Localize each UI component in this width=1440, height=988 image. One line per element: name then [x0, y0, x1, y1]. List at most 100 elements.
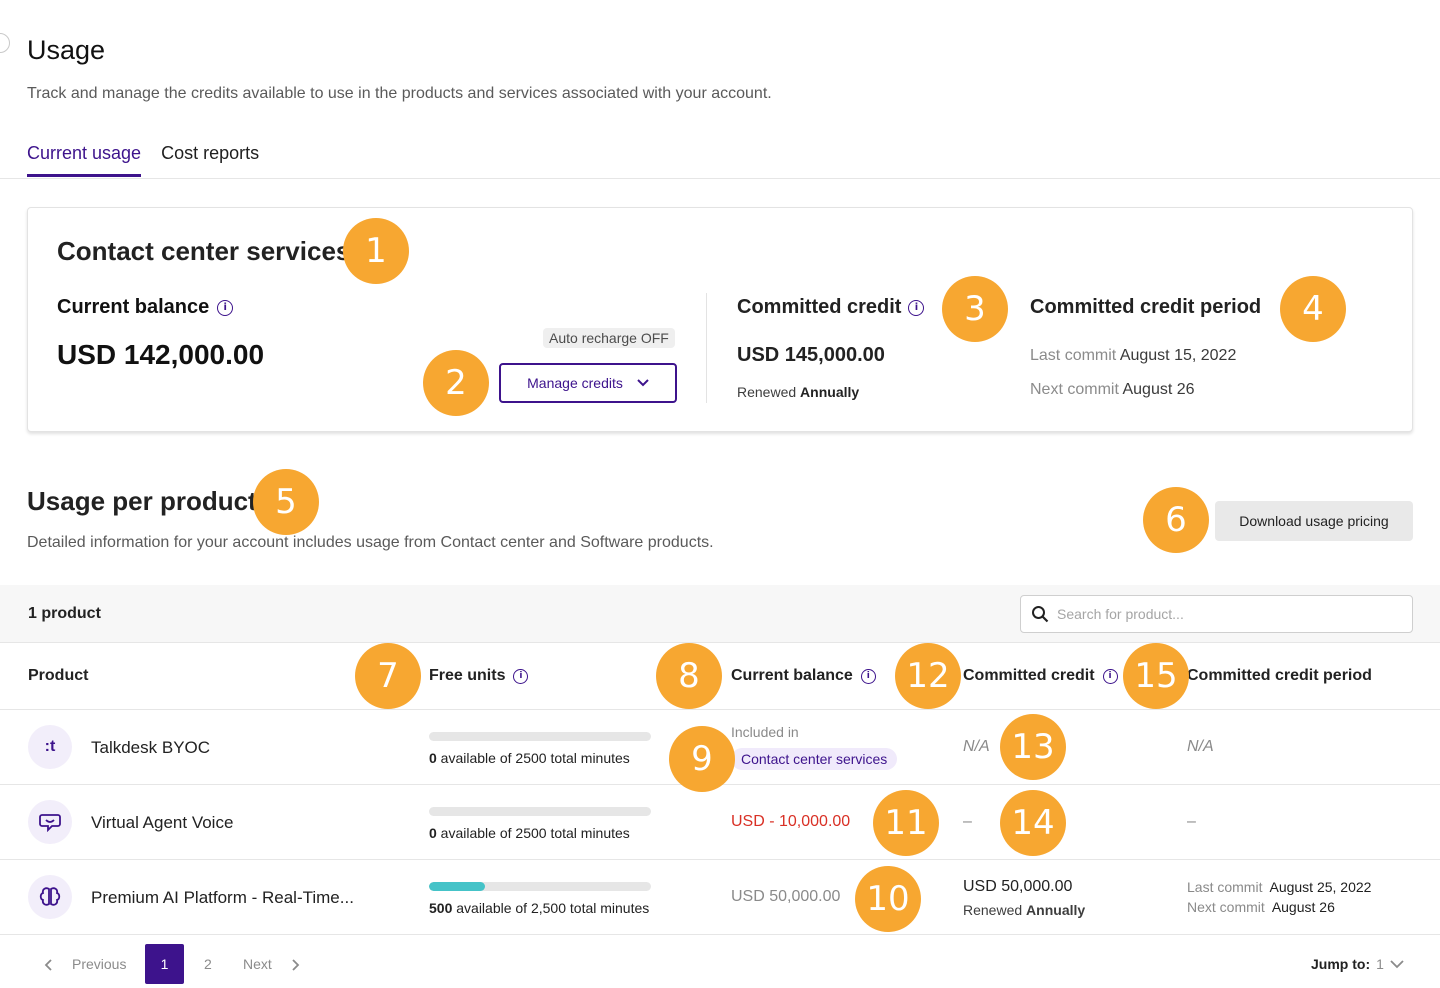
- free-units-text: 500 available of 2,500 total minutes: [429, 900, 649, 916]
- table-row[interactable]: Virtual Agent Voice 0 available of 2500 …: [0, 785, 1440, 860]
- tabs-divider: [0, 178, 1440, 179]
- edge-circle: [0, 33, 10, 53]
- free-available: 500: [429, 900, 453, 916]
- annotation-marker: 10: [855, 866, 921, 932]
- current-balance-value: USD 142,000.00: [57, 339, 265, 370]
- search-box[interactable]: [1020, 595, 1413, 633]
- chat-bubble-icon: [28, 800, 72, 844]
- last-commit: Last commit August 25, 2022: [1187, 879, 1371, 895]
- next-commit-label: Next commit: [1187, 899, 1265, 915]
- product-name: Premium AI Platform - Real-Time...: [91, 888, 354, 907]
- committed-period-cell: –: [1187, 813, 1196, 830]
- card-title: Contact center services: [57, 236, 351, 266]
- col-product: Product: [28, 667, 89, 684]
- committed-period-cell: N/A: [1187, 738, 1214, 755]
- next-page-button[interactable]: Next: [243, 956, 272, 972]
- manage-credits-label: Manage credits: [527, 375, 623, 391]
- jump-to[interactable]: Jump to: 1: [1311, 956, 1404, 972]
- next-commit: Next commit August 26: [1187, 899, 1335, 915]
- free-rest: available of 2,500 total minutes: [452, 900, 650, 916]
- annotation-marker: 2: [423, 350, 489, 416]
- renewed-value: Annually: [800, 384, 860, 400]
- product-name: Virtual Agent Voice: [91, 813, 234, 832]
- free-rest: available of 2500 total minutes: [436, 825, 630, 841]
- section-description: Detailed information for your account in…: [27, 534, 714, 551]
- committed-credit-label-text: Committed credit: [737, 296, 902, 318]
- included-in-label: Included in: [731, 724, 799, 740]
- table-row[interactable]: Premium AI Platform - Real-Time... 500 a…: [0, 860, 1440, 935]
- info-icon[interactable]: i: [217, 299, 234, 316]
- annotation-marker: 3: [942, 276, 1008, 342]
- free-units-text: 0 available of 2500 total minutes: [429, 750, 630, 766]
- info-icon[interactable]: i: [1102, 668, 1118, 684]
- col-free-units: Free units i: [429, 667, 529, 685]
- previous-page-button[interactable]: Previous: [72, 956, 127, 972]
- renewal-info: Renewed Annually: [963, 902, 1085, 918]
- annotation-marker: 7: [355, 643, 421, 709]
- last-commit-label: Last commit: [1030, 347, 1117, 364]
- annotation-marker: 13: [1000, 714, 1066, 780]
- pagination: Previous 1 2 Next Jump to: 1: [0, 936, 1440, 988]
- last-commit-label: Last commit: [1187, 879, 1263, 895]
- jump-to-value[interactable]: 1: [1376, 956, 1384, 972]
- free-units-text: 0 available of 2500 total minutes: [429, 825, 630, 841]
- free-rest: available of 2500 total minutes: [436, 750, 630, 766]
- info-icon[interactable]: i: [860, 668, 876, 684]
- section-title: Usage per product: [27, 486, 257, 516]
- renewed-prefix: Renewed: [737, 384, 797, 400]
- info-icon[interactable]: i: [513, 668, 529, 684]
- renewal-info: Renewed Annually: [737, 384, 859, 400]
- col-current-balance: Current balance i: [731, 667, 876, 685]
- renewed-prefix: Renewed: [963, 902, 1023, 918]
- free-units-progress: [429, 882, 651, 891]
- download-usage-pricing-button[interactable]: Download usage pricing: [1215, 501, 1413, 541]
- card-divider: [706, 293, 707, 403]
- annotation-marker: 8: [656, 643, 722, 709]
- annotation-marker: 5: [253, 469, 319, 535]
- tab-cost-reports[interactable]: Cost reports: [161, 143, 260, 163]
- chevron-down-icon: [637, 379, 649, 387]
- current-balance-cell: USD 50,000.00: [731, 888, 841, 905]
- committed-period-label: Committed credit period: [1030, 296, 1262, 318]
- annotation-marker: 6: [1143, 487, 1209, 553]
- table-toolbar: 1 product: [0, 585, 1440, 643]
- annotation-marker: 9: [669, 726, 735, 792]
- last-commit-value: August 15, 2022: [1119, 347, 1237, 364]
- page-2-button[interactable]: 2: [204, 956, 212, 972]
- progress-fill: [429, 882, 485, 891]
- next-commit-value: August 26: [1122, 381, 1195, 398]
- included-service-chip[interactable]: Contact center services: [731, 748, 898, 770]
- page-1-button[interactable]: 1: [145, 944, 184, 984]
- free-available: 0: [429, 825, 437, 841]
- committed-credit-value: USD 145,000.00: [737, 344, 885, 366]
- tab-current-usage[interactable]: Current usage: [27, 143, 142, 177]
- info-icon[interactable]: i: [908, 299, 925, 316]
- annotation-marker: 12: [895, 643, 961, 709]
- col-committed-credit: Committed credit i: [963, 667, 1118, 685]
- search-input[interactable]: [1057, 606, 1387, 622]
- product-count: 1 product: [28, 605, 101, 622]
- chevron-left-icon[interactable]: [44, 959, 52, 971]
- chevron-right-icon[interactable]: [292, 959, 300, 971]
- contact-center-card: Contact center services Current balance …: [27, 207, 1413, 432]
- tab-bar: Current usage Cost reports: [27, 143, 259, 177]
- annotation-marker: 15: [1123, 643, 1189, 709]
- free-units-progress: [429, 807, 651, 816]
- page-title: Usage: [27, 35, 106, 65]
- annotation-marker: 14: [1000, 790, 1066, 856]
- search-icon: [1032, 606, 1049, 623]
- table-header: Product Free units i Current balance i C…: [0, 643, 1440, 710]
- renewed-value: Annually: [1026, 902, 1086, 918]
- annotation-marker: 11: [873, 790, 939, 856]
- manage-credits-button[interactable]: Manage credits: [499, 363, 677, 403]
- talkdesk-logo-icon: :t: [28, 725, 72, 769]
- auto-recharge-badge: Auto recharge OFF: [543, 328, 675, 348]
- committed-credit-cell: USD 50,000.00: [963, 878, 1073, 895]
- current-balance-label-text: Current balance: [57, 296, 210, 318]
- last-commit: Last commit August 15, 2022: [1030, 347, 1236, 365]
- committed-credit-cell: N/A: [963, 738, 990, 755]
- brain-icon: [28, 875, 72, 919]
- next-commit-value: August 26: [1271, 899, 1335, 915]
- chevron-down-icon[interactable]: [1390, 959, 1404, 969]
- annotation-marker: 1: [343, 218, 409, 284]
